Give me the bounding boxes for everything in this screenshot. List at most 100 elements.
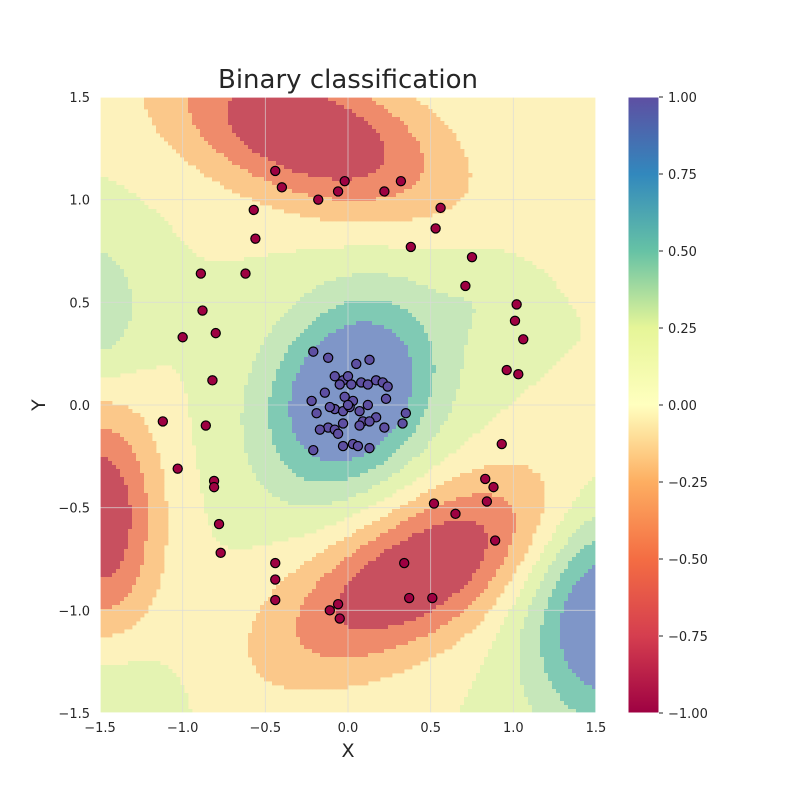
contour-cell [256, 257, 261, 262]
contour-cell [136, 461, 141, 466]
contour-cell [224, 501, 229, 506]
contour-cell [232, 409, 237, 414]
contour-cell [280, 289, 285, 294]
contour-cell [248, 113, 253, 118]
contour-cell [260, 385, 265, 390]
contour-cell [240, 501, 245, 506]
contour-cell [240, 357, 245, 362]
contour-cell [272, 341, 277, 346]
contour-cell [136, 549, 141, 554]
contour-cell [100, 401, 105, 406]
contour-cell [100, 553, 105, 558]
contour-cell [128, 601, 133, 606]
contour-cell [148, 293, 153, 298]
contour-cell [208, 109, 213, 114]
contour-cell [200, 361, 205, 366]
contour-cell [120, 457, 125, 462]
contour-cell [212, 269, 217, 274]
contour-cell [256, 97, 261, 102]
contour-cell [232, 261, 237, 266]
contour-cell [180, 365, 185, 370]
contour-cell [224, 293, 229, 298]
contour-cell [192, 313, 197, 318]
contour-cell [252, 481, 257, 486]
contour-cell [264, 109, 269, 114]
contour-cell [116, 309, 121, 314]
contour-cell [280, 125, 285, 130]
contour-cell [136, 281, 141, 286]
contour-cell [252, 293, 257, 298]
contour-cell [152, 517, 157, 522]
contour-cell [112, 185, 117, 190]
contour-cell [168, 309, 173, 314]
contour-cell [168, 101, 173, 106]
contour-cell [296, 613, 301, 618]
contour-cell [272, 277, 277, 282]
contour-cell [124, 441, 129, 446]
contour-cell [184, 381, 189, 386]
contour-cell [100, 181, 105, 186]
contour-cell [176, 285, 181, 290]
contour-cell [284, 453, 289, 458]
contour-cell [104, 517, 109, 522]
contour-cell [260, 185, 265, 190]
contour-cell [200, 277, 205, 282]
contour-cell [292, 125, 297, 130]
contour-cell [120, 609, 125, 614]
contour-cell [244, 481, 249, 486]
contour-cell [224, 285, 229, 290]
contour-cell [140, 357, 145, 362]
contour-cell [244, 401, 249, 406]
contour-cell [120, 589, 125, 594]
contour-cell [124, 461, 129, 466]
contour-cell [124, 481, 129, 486]
contour-cell [216, 537, 221, 542]
contour-cell [156, 477, 161, 482]
contour-cell [160, 361, 165, 366]
contour-cell [204, 441, 209, 446]
contour-cell [204, 289, 209, 294]
contour-cell [148, 569, 153, 574]
contour-cell [268, 625, 273, 630]
contour-cell [260, 317, 265, 322]
contour-cell [112, 681, 117, 686]
contour-cell [296, 505, 301, 510]
contour-cell [260, 605, 265, 610]
contour-cell [268, 541, 273, 546]
contour-cell [228, 461, 233, 466]
contour-cell [136, 417, 141, 422]
contour-cell [100, 601, 105, 606]
contour-cell [112, 413, 117, 418]
contour-cell [144, 561, 149, 566]
contour-cell [240, 361, 245, 366]
contour-cell [276, 369, 281, 374]
contour-cell [248, 309, 253, 314]
contour-cell [116, 461, 121, 466]
contour-cell [192, 325, 197, 330]
contour-cell [140, 513, 145, 518]
contour-cell [208, 301, 213, 306]
contour-cell [176, 365, 181, 370]
contour-cell [204, 301, 209, 306]
contour-cell [136, 697, 141, 702]
contour-cell [296, 317, 301, 322]
contour-cell [104, 557, 109, 562]
contour-cell [224, 409, 229, 414]
contour-cell [192, 377, 197, 382]
contour-cell [256, 109, 261, 114]
contour-cell [108, 309, 113, 314]
contour-cell [180, 137, 185, 142]
contour-cell [284, 517, 289, 522]
contour-cell [300, 101, 305, 106]
contour-cell [188, 389, 193, 394]
contour-cell [288, 301, 293, 306]
contour-cell [248, 401, 253, 406]
contour-cell [116, 685, 121, 690]
contour-cell [232, 305, 237, 310]
contour-cell [272, 449, 277, 454]
contour-cell [288, 389, 293, 394]
contour-cell [100, 337, 105, 342]
contour-cell [128, 617, 133, 622]
contour-cell [120, 461, 125, 466]
contour-cell [260, 497, 265, 502]
